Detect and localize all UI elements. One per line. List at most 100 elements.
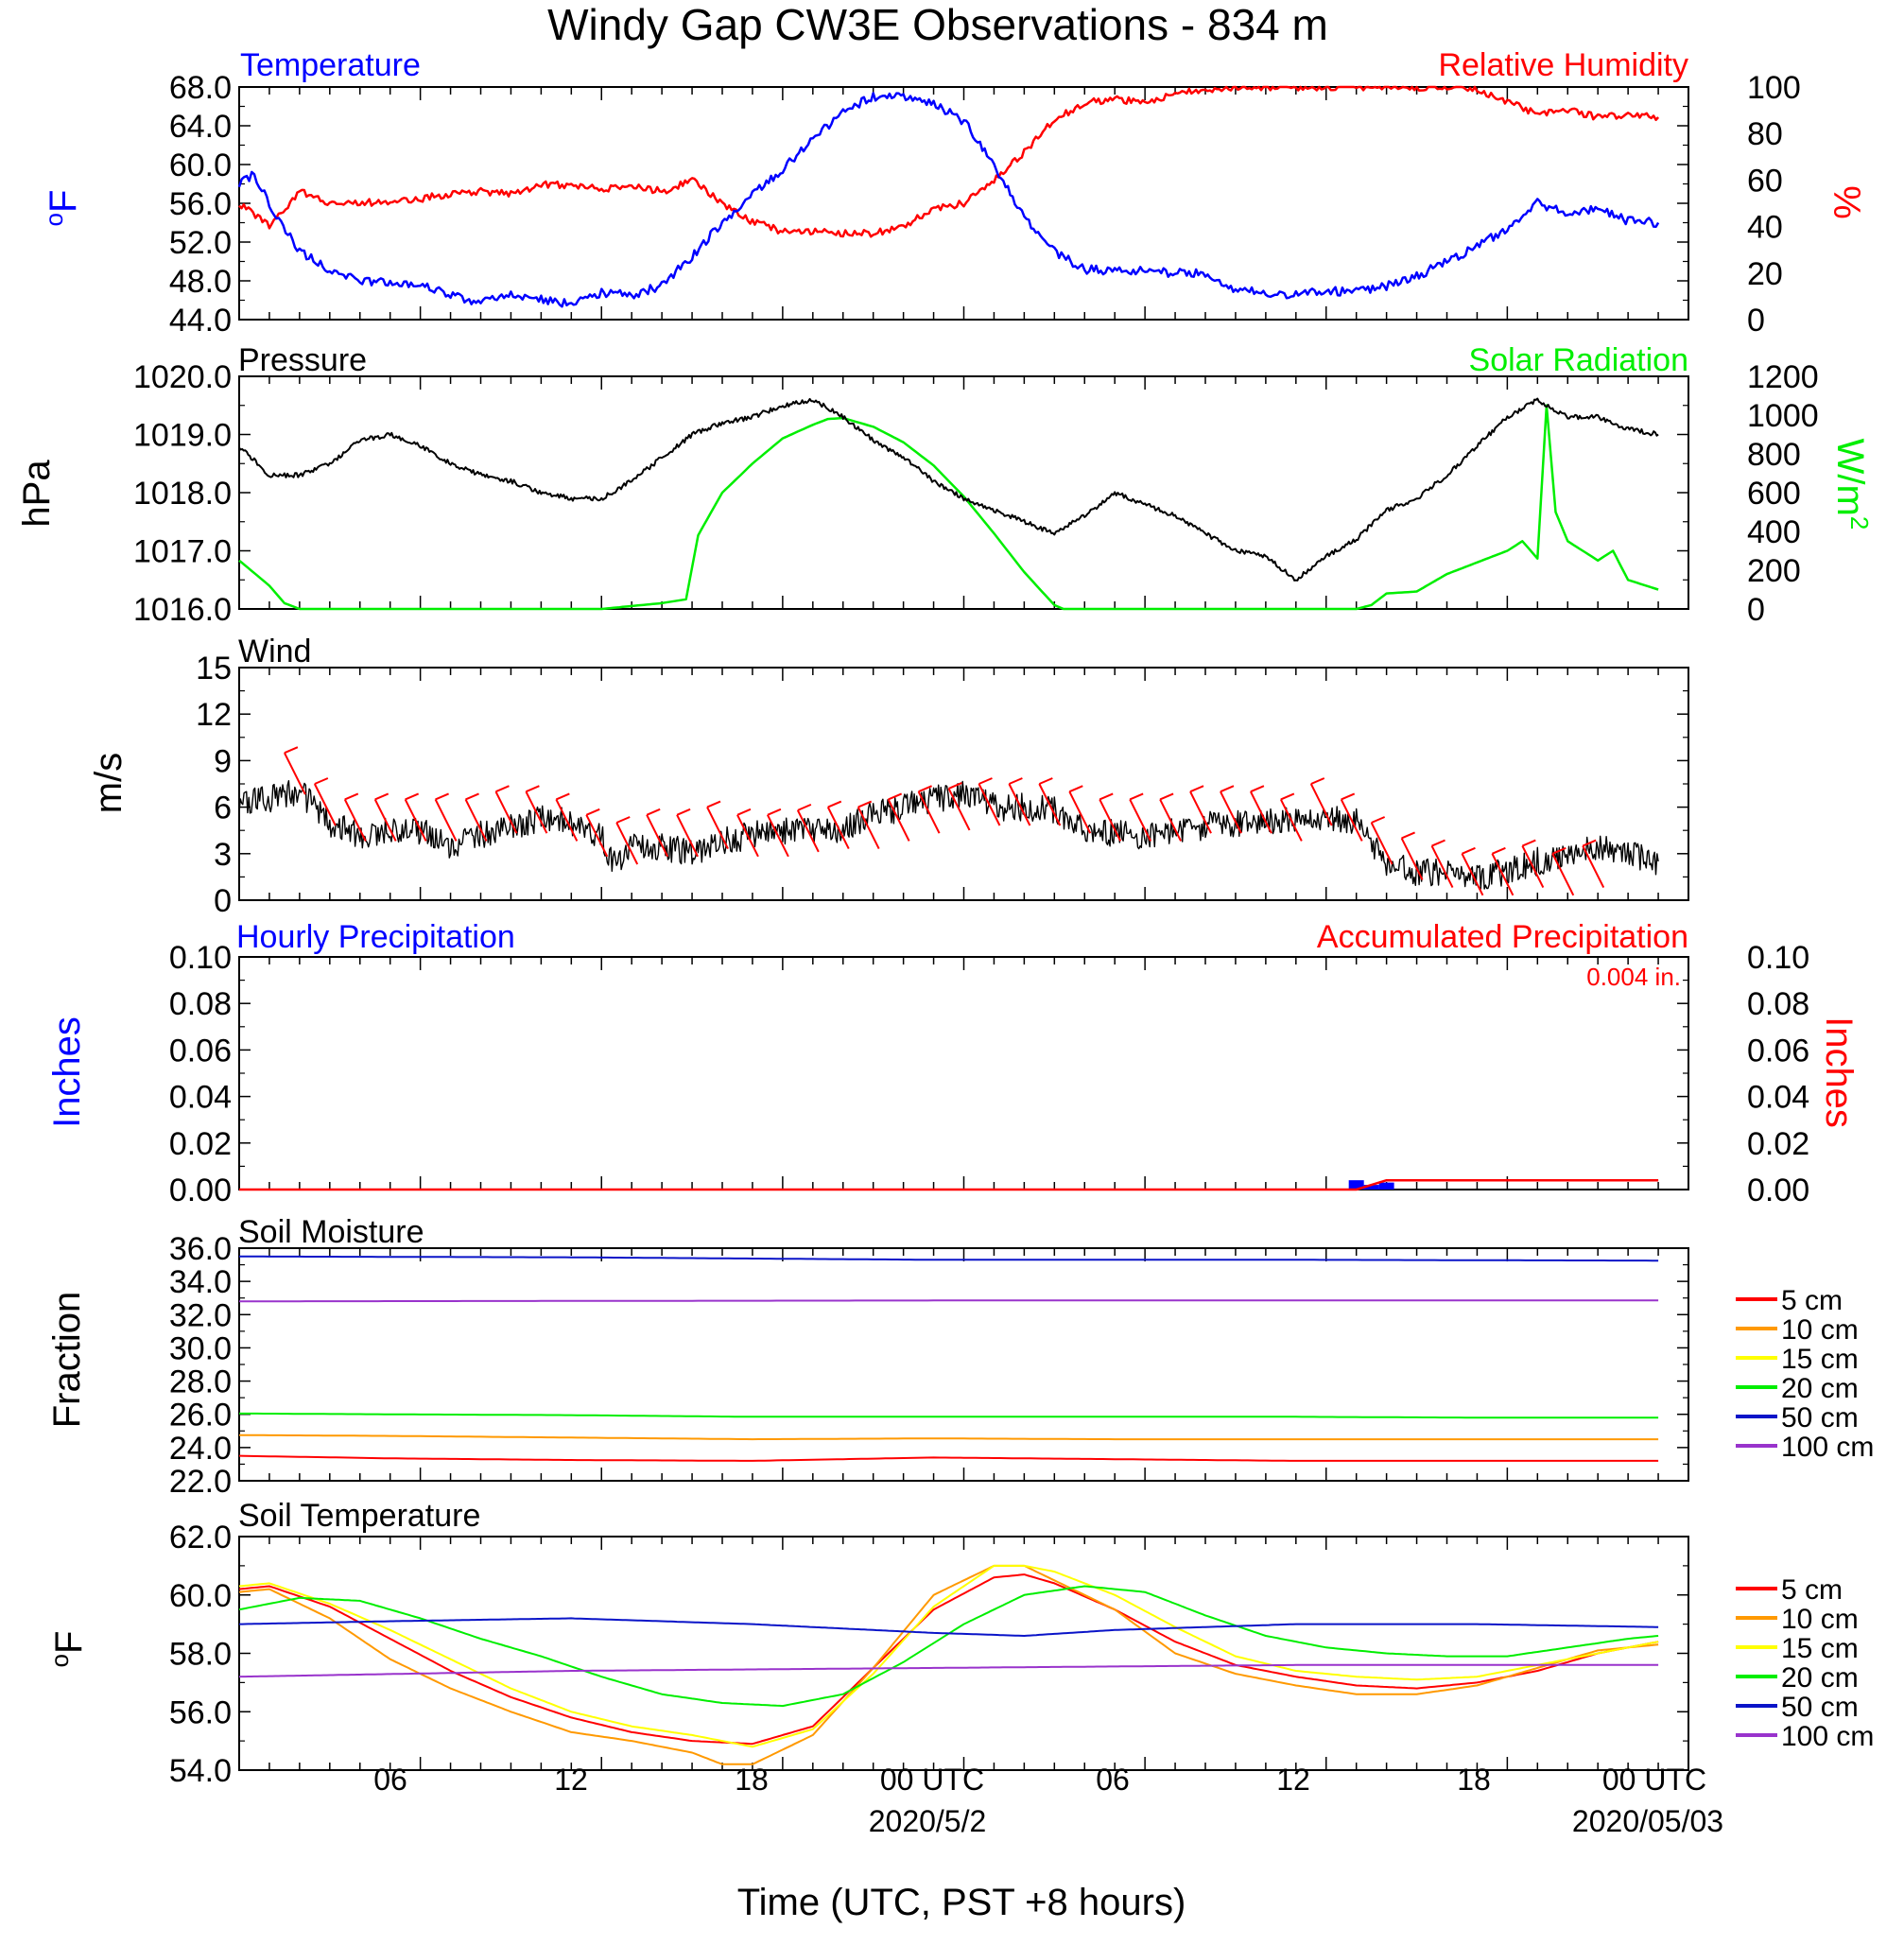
wind-barb-flag: [1099, 792, 1114, 801]
wind-axis-tick-label: 0: [214, 883, 232, 919]
legend-label: 5 cm: [1781, 1285, 1843, 1316]
wind-barb: [1129, 798, 1152, 842]
temperature-axis-tick-label: 44.0: [169, 303, 232, 339]
precip-axis-left-tick-label: 0.08: [169, 986, 232, 1022]
wind-barb-flag: [1280, 792, 1295, 801]
precip-axis-right-tick-label: 0.02: [1747, 1126, 1809, 1162]
soil-temperature-line: [238, 1564, 1659, 1748]
precip-axis-right-tick-label: 0.10: [1747, 940, 1809, 976]
humidity-axis-tick-label: 60: [1747, 163, 1783, 199]
soil-moisture-axis-tick-label: 30.0: [169, 1330, 232, 1366]
wind-barb-flag: [1582, 839, 1597, 847]
wind-barb-flag: [374, 792, 389, 801]
wind-barb-flag: [857, 800, 873, 808]
legend-label: 50 cm: [1781, 1402, 1859, 1433]
wind-barb-flag: [435, 792, 449, 801]
wind-barb: [1582, 845, 1605, 889]
wind-barb-flag: [1129, 792, 1144, 801]
wind-barb: [706, 807, 729, 850]
soil-moisture-line: [239, 1299, 1659, 1303]
soil-moisture-axis-tick-label: 34.0: [169, 1264, 232, 1300]
wind-barb-flag: [284, 746, 299, 755]
wind-barb-flag: [526, 785, 540, 793]
pressure-ylabel: hPa: [16, 460, 58, 528]
wind-barb-flag: [405, 792, 420, 801]
soil-temperature-axis-tick-label: 54.0: [169, 1753, 232, 1789]
wind-barb-flag: [1009, 777, 1023, 785]
wind-barb-flag: [1159, 792, 1174, 801]
temperature-axis-tick-label: 60.0: [169, 148, 232, 183]
wind-barb-flag: [1250, 785, 1265, 793]
legend-label: 50 cm: [1781, 1692, 1859, 1723]
wind-barb: [525, 791, 548, 834]
legend-label: 15 cm: [1781, 1344, 1859, 1375]
solar-title: Solar Radiation: [1469, 342, 1688, 378]
wind-barb: [1309, 783, 1333, 826]
wind-barb-flag: [314, 777, 329, 785]
wind-barb-flag: [706, 800, 721, 808]
wind-barb: [1099, 798, 1122, 842]
soil-temperature-ylabel: oF: [45, 1631, 90, 1668]
humidity-axis-tick-label: 80: [1747, 116, 1783, 152]
wind-barb-flag: [1341, 792, 1356, 801]
time-tick-06b: 06: [1096, 1763, 1130, 1797]
pressure-axis-tick-label: 1017.0: [133, 534, 232, 570]
soil-moisture-ylabel: Fraction: [46, 1292, 88, 1429]
humidity-axis-tick-label: 0: [1747, 303, 1765, 339]
precip-axis-right-tick-label: 0.00: [1747, 1173, 1809, 1208]
solar-axis-tick-label: 400: [1747, 514, 1801, 550]
wind-barb-flag: [918, 785, 932, 793]
hourly-precip-title: Hourly Precipitation: [236, 919, 515, 955]
wind-barb-flag: [1431, 839, 1445, 847]
wind-barb: [1189, 791, 1212, 834]
precip-axis-left-tick-label: 0.04: [169, 1080, 232, 1116]
temperature-axis-tick-label: 48.0: [169, 264, 232, 300]
time-tick-18b: 18: [1457, 1763, 1491, 1797]
accumulated-precip-line: [239, 1178, 1659, 1191]
legend-label: 15 cm: [1781, 1633, 1859, 1664]
wind-barb-flag: [344, 792, 359, 801]
pressure-title: Pressure: [238, 342, 367, 378]
wind-barb: [1159, 798, 1182, 842]
wind-barb-flag: [797, 803, 812, 811]
wind-barb: [1250, 791, 1272, 834]
wind-barb: [796, 809, 820, 853]
soil-temperature-axis-tick-label: 58.0: [169, 1637, 232, 1673]
wind-barb-flag: [1310, 777, 1325, 785]
soil-moisture-title: Soil Moisture: [238, 1214, 424, 1250]
temperature-axis-tick-label: 52.0: [169, 225, 232, 261]
precip-axis-right-tick-label: 0.04: [1747, 1080, 1809, 1116]
hourly-precip-bar: [1378, 1182, 1394, 1190]
soil-moisture-axis-tick-label: 28.0: [169, 1364, 232, 1400]
solar-axis-tick-label: 800: [1747, 437, 1801, 473]
wind-barb-flag: [978, 777, 993, 785]
wind-barb-flag: [736, 808, 752, 816]
solar-radiation-line: [238, 404, 1659, 611]
pressure-line: [238, 397, 1659, 582]
soil-temperature-line: [238, 1573, 1659, 1746]
wind-barb: [1008, 783, 1031, 826]
solar-ylabel: W/m2: [1829, 439, 1874, 530]
hourly-precip-bar: [1348, 1180, 1364, 1190]
wind-barb: [767, 814, 789, 858]
wind-barb-flag: [1189, 785, 1204, 793]
solar-axis-tick-label: 1000: [1747, 398, 1819, 434]
plot-layer: 44.048.052.056.060.064.068.0020406080100…: [133, 70, 1874, 1789]
precip-axis-left-tick-label: 0.10: [169, 940, 232, 976]
chart-title: Windy Gap CW3E Observations - 834 m: [547, 0, 1328, 49]
wind-barb: [434, 798, 458, 842]
solar-axis-tick-label: 200: [1747, 553, 1801, 589]
wind-barb-flag: [1068, 785, 1083, 793]
pressure-axis-tick-label: 1018.0: [133, 476, 232, 512]
wind-axis-tick-label: 15: [196, 651, 232, 686]
wind-barb: [343, 798, 367, 842]
wind-barb-flag: [1521, 839, 1536, 847]
precip-ylabel-right: Inches: [1818, 1016, 1860, 1128]
wind-barb: [555, 798, 579, 842]
wind-ylabel: m/s: [88, 753, 130, 813]
svg-text:W/m2: W/m2: [1829, 439, 1874, 530]
soil-temperature-line: [239, 1617, 1659, 1637]
time-axis-label: Time (UTC, PST +8 hours): [737, 1882, 1186, 1923]
soil-moisture-axis-tick-label: 26.0: [169, 1398, 232, 1433]
